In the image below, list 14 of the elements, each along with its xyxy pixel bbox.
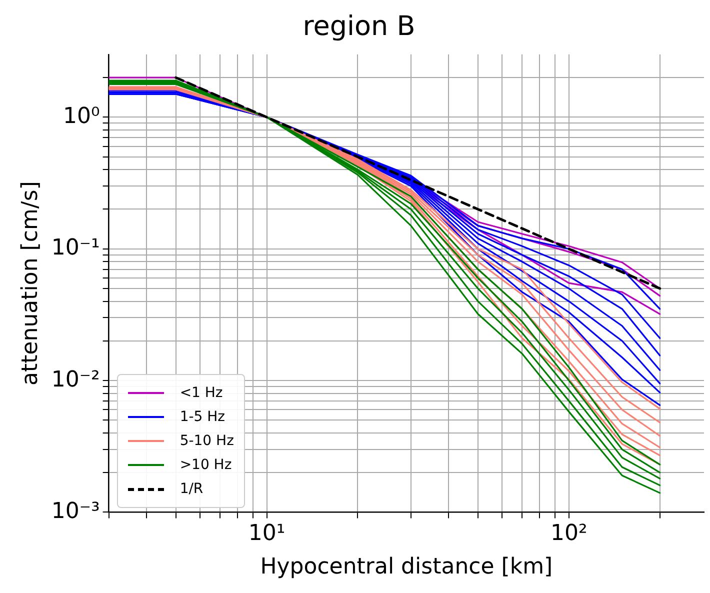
x-axis-title: Hypocentral distance [km] [260, 554, 553, 580]
legend-label: <1 Hz [180, 385, 223, 402]
y-tick-label: 10⁻³ [51, 498, 100, 524]
x-tick-label: 10² [550, 521, 588, 546]
y-tick-label: 10⁻¹ [51, 236, 100, 261]
legend-label: 1-5 Hz [180, 409, 226, 426]
legend-label: 1/R [180, 481, 204, 498]
chart-title: region B [302, 11, 416, 42]
y-tick-label: 10⁰ [63, 104, 100, 129]
x-tick-label: 10¹ [248, 521, 286, 546]
legend-label: 5-10 Hz [180, 433, 234, 450]
y-axis-title: attenuation [cm/s] [18, 181, 43, 386]
legend-label: >10 Hz [180, 457, 232, 474]
y-tick-label: 10⁻² [51, 367, 100, 392]
